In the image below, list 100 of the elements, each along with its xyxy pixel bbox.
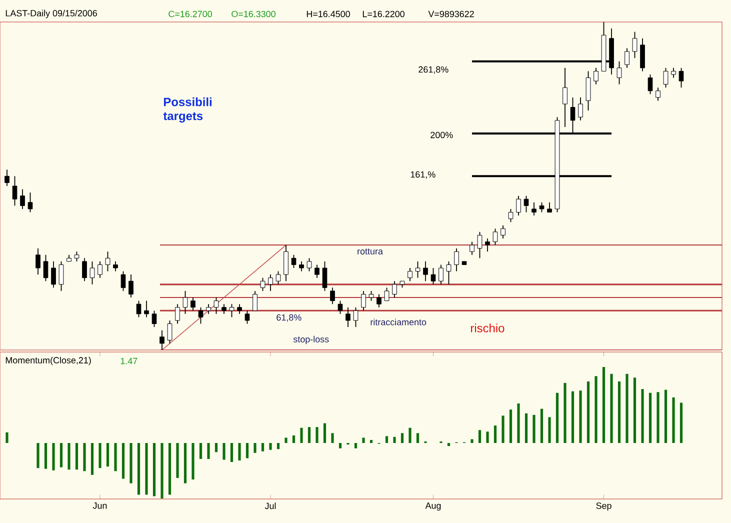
bar bbox=[83, 443, 86, 472]
candlestick bbox=[423, 260, 428, 282]
candlestick bbox=[314, 264, 320, 278]
candlestick bbox=[82, 258, 87, 282]
candlestick bbox=[438, 264, 444, 285]
bar bbox=[633, 378, 636, 443]
candlestick bbox=[656, 87, 660, 102]
bar bbox=[308, 427, 311, 443]
candlestick bbox=[128, 274, 134, 298]
candlestick bbox=[252, 290, 258, 312]
bar bbox=[254, 443, 256, 453]
bar bbox=[52, 443, 55, 470]
bar bbox=[168, 443, 172, 495]
bar bbox=[486, 432, 489, 443]
candlestick bbox=[376, 294, 382, 308]
candlestick bbox=[260, 277, 266, 292]
candlestick bbox=[678, 67, 684, 88]
candlestick bbox=[361, 290, 366, 312]
bar bbox=[338, 443, 342, 448]
candlestick bbox=[500, 224, 506, 239]
candlestick bbox=[28, 192, 33, 213]
annotation: stop-loss bbox=[293, 336, 329, 344]
bar bbox=[68, 443, 70, 470]
bar bbox=[362, 438, 365, 443]
bar bbox=[571, 391, 574, 443]
candlestick bbox=[485, 238, 490, 252]
bar bbox=[122, 443, 125, 479]
bar bbox=[269, 443, 272, 450]
candlestick bbox=[408, 268, 412, 282]
bar bbox=[564, 382, 566, 443]
candlestick bbox=[299, 260, 304, 272]
x-tick-label: Sep bbox=[596, 502, 612, 511]
bar bbox=[90, 443, 94, 475]
candlestick bbox=[624, 48, 630, 68]
bar bbox=[199, 443, 202, 459]
bar bbox=[323, 423, 326, 443]
candlestick bbox=[322, 260, 328, 292]
bar bbox=[447, 443, 450, 446]
candlestick bbox=[353, 306, 358, 328]
candlestick bbox=[214, 297, 219, 314]
candlestick bbox=[58, 260, 64, 292]
annotation: Possibili targets bbox=[163, 97, 212, 123]
text: H=16.4500 bbox=[306, 10, 350, 18]
annotation: rischio bbox=[471, 324, 504, 332]
candlestick bbox=[4, 169, 10, 186]
bar bbox=[184, 443, 187, 484]
candlestick bbox=[51, 260, 56, 288]
bar bbox=[626, 374, 628, 443]
bar bbox=[6, 432, 8, 443]
candlestick bbox=[152, 310, 157, 328]
candlestick bbox=[415, 260, 420, 278]
candlestick bbox=[671, 67, 676, 78]
bar bbox=[137, 443, 140, 495]
bar bbox=[641, 389, 644, 443]
candlestick bbox=[98, 260, 102, 278]
candlestick bbox=[470, 241, 474, 256]
bar bbox=[672, 397, 675, 443]
candlestick bbox=[454, 248, 459, 272]
candlestick bbox=[632, 31, 638, 59]
candlestick bbox=[74, 251, 80, 262]
candlestick bbox=[12, 176, 18, 206]
candlestick bbox=[36, 248, 40, 276]
candlestick bbox=[338, 300, 343, 314]
candlestick bbox=[237, 304, 242, 314]
candlestick bbox=[392, 280, 397, 298]
candlestick bbox=[663, 67, 668, 88]
bar bbox=[408, 428, 412, 443]
text: C=16.2700 bbox=[168, 10, 212, 18]
candlestick bbox=[539, 202, 544, 213]
candlestick bbox=[160, 330, 164, 350]
candlestick bbox=[578, 96, 583, 121]
bar bbox=[238, 443, 241, 460]
bar bbox=[292, 435, 296, 443]
bar bbox=[656, 392, 660, 443]
x-tick-label: Jun bbox=[92, 502, 107, 509]
bar bbox=[98, 443, 102, 468]
bar bbox=[680, 402, 683, 443]
candlestick bbox=[43, 254, 48, 282]
candlestick bbox=[222, 304, 226, 314]
candlestick bbox=[477, 231, 482, 259]
annotation: ritracciamento bbox=[370, 318, 426, 326]
candlestick bbox=[492, 228, 498, 246]
candlestick bbox=[229, 304, 234, 318]
bar bbox=[579, 390, 582, 443]
bar bbox=[594, 376, 598, 443]
bar bbox=[664, 390, 668, 443]
bar bbox=[36, 443, 40, 468]
candlestick bbox=[446, 260, 452, 285]
bar bbox=[556, 392, 559, 443]
candlestick bbox=[120, 270, 126, 292]
candlestick bbox=[330, 287, 335, 305]
text: 1.47 bbox=[120, 358, 138, 364]
bar bbox=[176, 443, 179, 478]
bar bbox=[602, 367, 606, 443]
annotation: 61,8% bbox=[276, 314, 302, 322]
candlestick bbox=[244, 310, 250, 324]
bar bbox=[494, 426, 497, 443]
bar bbox=[60, 443, 63, 468]
bar bbox=[152, 443, 156, 496]
candlestick bbox=[136, 300, 142, 318]
